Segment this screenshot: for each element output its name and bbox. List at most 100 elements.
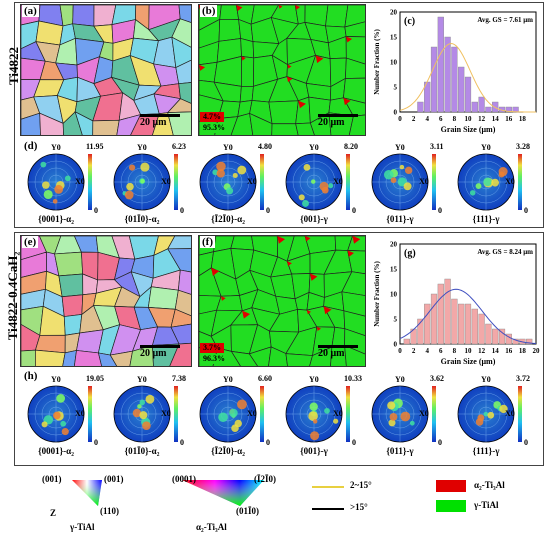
pole-hotspot — [61, 427, 69, 436]
pole-title: {111}-γ — [472, 214, 500, 224]
grain — [230, 350, 258, 366]
pole-hotspot — [321, 186, 329, 194]
grain — [344, 5, 365, 28]
pole-hotspot — [399, 164, 405, 170]
pole-hotspot — [324, 407, 330, 414]
grain — [109, 350, 133, 366]
grain — [147, 286, 179, 310]
grain — [39, 112, 64, 135]
pole-hotspot — [128, 164, 136, 171]
alpha-key-c3: (01Ī0) — [236, 506, 259, 516]
hist-bar — [437, 16, 444, 113]
pole-colorbar — [174, 154, 178, 210]
alpha-fraction-1: 4.7% — [200, 112, 224, 122]
hist-x-tick: 4 — [425, 347, 429, 355]
phase-swatch-gamma — [436, 500, 466, 512]
grain — [171, 36, 191, 69]
grain — [347, 236, 365, 252]
gamma-fraction-1: 95.3% — [200, 123, 228, 133]
grain — [239, 85, 254, 103]
pole-hotspot — [310, 431, 320, 441]
pole-hotspot — [137, 404, 142, 409]
pole-hotspot — [40, 161, 47, 168]
pole-hotspot — [41, 421, 48, 428]
row-2-frame — [14, 232, 544, 466]
pole-colorbar — [518, 386, 522, 442]
hist-y-label: Number Fraction (%) — [373, 261, 381, 327]
pole-hotspot — [302, 200, 309, 207]
pole-min: 0 — [524, 206, 528, 215]
boundary-line-low — [312, 486, 344, 488]
pole-y-axis-label: Y0 — [137, 143, 147, 152]
panel-label-a: (a) — [22, 5, 39, 17]
pole-hotspot — [237, 165, 247, 175]
alpha2-particle — [316, 326, 322, 332]
pole-figure — [280, 378, 366, 458]
pole-title: {001}-γ — [300, 446, 328, 456]
panel-label-e: (e) — [22, 236, 39, 248]
pole-hotspot — [52, 198, 58, 204]
alpha2-particle — [305, 236, 311, 242]
pole-colorbar — [174, 386, 178, 442]
pole-y-axis-label: Y0 — [395, 375, 405, 384]
hist-bar — [512, 338, 519, 345]
pole-x-axis-label: X0 — [247, 177, 257, 186]
grain — [34, 334, 66, 354]
grain — [343, 77, 365, 104]
alpha-key-c1: (0001) — [172, 474, 196, 484]
grain — [169, 342, 191, 366]
hist-annotation: Avg. GS = 8.24 μm — [477, 248, 533, 256]
pole-max: 7.38 — [172, 374, 186, 383]
pole-max: 4.80 — [258, 142, 272, 151]
pole-hotspot — [388, 419, 396, 427]
pole-figure — [108, 146, 194, 226]
grain — [170, 323, 191, 345]
pole-min: 0 — [266, 206, 270, 215]
pole-figure — [452, 378, 538, 458]
pole-max: 8.20 — [344, 142, 358, 151]
grain — [216, 295, 243, 312]
hist-y-tick: 15 — [390, 266, 398, 274]
hist-x-label: Grain Size (μm) — [441, 125, 496, 134]
pole-y-axis-label: Y0 — [309, 375, 319, 384]
pole-min: 0 — [180, 206, 184, 215]
pole-max: 11.95 — [86, 142, 104, 151]
alpha2-particle — [347, 250, 354, 257]
ipf-scale-2: 20 μm — [140, 345, 180, 359]
hist-y-tick: 0 — [394, 341, 398, 349]
alpha2-particle — [278, 5, 283, 9]
grain — [345, 36, 365, 65]
hist-bar — [430, 46, 438, 113]
alpha2-particle — [221, 296, 226, 301]
alpha2-particle — [352, 236, 359, 242]
hist-bar — [444, 36, 451, 113]
pole-hotspot — [309, 402, 318, 411]
hist-bar — [437, 283, 444, 345]
pole-colorbar — [346, 386, 350, 442]
grain — [63, 314, 83, 336]
pole-hotspot — [140, 162, 150, 172]
phase-map-2 — [198, 235, 366, 367]
ipf-map-1 — [20, 4, 192, 136]
pole-hotspot — [140, 179, 145, 184]
pole-hotspot — [145, 394, 155, 404]
pole-colorbar — [346, 154, 350, 210]
pole-hotspot — [491, 178, 500, 187]
pole-min: 0 — [352, 206, 356, 215]
pole-hotspot — [483, 177, 492, 187]
pole-y-axis-label: Y0 — [223, 375, 233, 384]
hist-x-tick: 6 — [439, 115, 443, 123]
pole-hotspot — [311, 179, 316, 184]
pole-x-axis-label: X0 — [75, 177, 85, 186]
hist-annotation: Avg. GS = 7.61 μm — [477, 16, 533, 24]
pole-min: 0 — [352, 438, 356, 447]
pole-x-axis-label: X0 — [333, 409, 343, 418]
grain — [74, 111, 94, 135]
gamma-fraction-2: 96.3% — [200, 354, 228, 364]
hist-y-tick: 10 — [390, 291, 398, 299]
phase-scale-label-1: 20 μm — [318, 117, 345, 128]
grain — [344, 21, 365, 38]
hist-bar — [471, 101, 478, 113]
panel-label-hist: (c) — [404, 16, 415, 27]
alpha2-particle — [287, 64, 292, 69]
